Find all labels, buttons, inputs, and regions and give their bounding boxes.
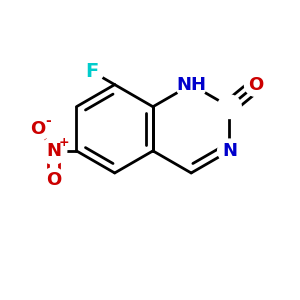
Circle shape xyxy=(80,60,104,83)
Text: NH: NH xyxy=(176,76,206,94)
Text: N: N xyxy=(222,142,237,160)
Circle shape xyxy=(244,73,268,96)
Text: O: O xyxy=(46,171,61,189)
Circle shape xyxy=(26,117,50,141)
Text: +: + xyxy=(58,136,69,148)
Circle shape xyxy=(176,69,206,100)
Circle shape xyxy=(218,95,241,118)
Circle shape xyxy=(42,168,65,191)
Text: -: - xyxy=(46,114,51,128)
Text: O: O xyxy=(31,120,46,138)
Circle shape xyxy=(218,139,241,163)
Circle shape xyxy=(40,138,67,164)
Text: O: O xyxy=(249,76,264,94)
Text: F: F xyxy=(85,62,98,81)
Text: N: N xyxy=(46,142,61,160)
